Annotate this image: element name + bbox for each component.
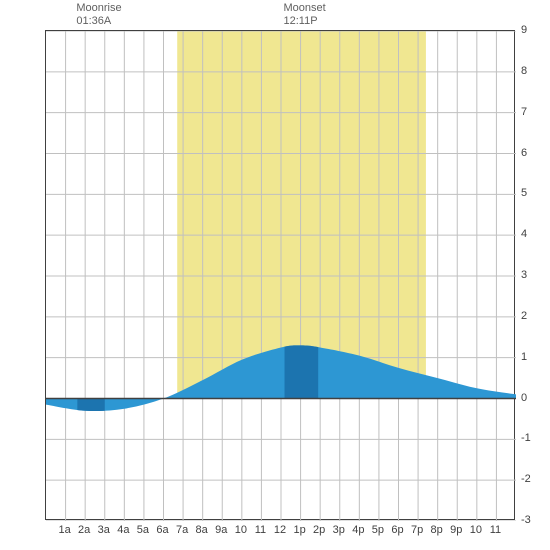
xtick: 1a [58, 524, 70, 536]
xtick: 8a [196, 524, 208, 536]
ytick: 8 [521, 65, 527, 77]
xtick: 2a [78, 524, 90, 536]
xtick: 5a [137, 524, 149, 536]
xtick: 3a [98, 524, 110, 536]
ytick: 1 [521, 351, 527, 363]
ytick: 4 [521, 228, 527, 240]
ytick: -2 [521, 473, 531, 485]
xtick: 6p [391, 524, 403, 536]
xtick: 4a [117, 524, 129, 536]
xtick: 4p [352, 524, 364, 536]
xtick: 10 [470, 524, 482, 536]
ytick: 5 [521, 187, 527, 199]
ytick: 3 [521, 269, 527, 281]
xtick: 8p [431, 524, 443, 536]
moonset-title: Moonset [284, 2, 326, 14]
ytick: -1 [521, 432, 531, 444]
ytick: -3 [521, 514, 531, 526]
xtick: 7a [176, 524, 188, 536]
plot-area [45, 30, 515, 520]
moonrise-time: 01:36A [76, 15, 111, 27]
xtick: 11 [490, 524, 501, 536]
plot-svg [46, 31, 516, 521]
xtick: 7p [411, 524, 423, 536]
xtick: 1p [293, 524, 305, 536]
moonrise-title: Moonrise [76, 2, 121, 14]
xtick: 12 [274, 524, 286, 536]
xtick: 5p [372, 524, 384, 536]
xtick: 6a [156, 524, 168, 536]
moonset-time: 12:11P [284, 15, 318, 27]
xtick: 2p [313, 524, 325, 536]
moonrise-label: Moonrise 01:36A [76, 2, 121, 28]
ytick: 7 [521, 106, 527, 118]
ytick: 0 [521, 392, 527, 404]
xtick: 11 [255, 524, 266, 536]
xtick: 9p [450, 524, 462, 536]
xtick: 10 [235, 524, 247, 536]
tide-chart-container: Moonrise 01:36A Moonset 12:11P -3-2-1012… [0, 0, 550, 550]
xtick: 9a [215, 524, 227, 536]
ytick: 6 [521, 147, 527, 159]
ytick: 2 [521, 310, 527, 322]
xtick: 3p [333, 524, 345, 536]
moonset-label: Moonset 12:11P [284, 2, 326, 28]
ytick: 9 [521, 24, 527, 36]
